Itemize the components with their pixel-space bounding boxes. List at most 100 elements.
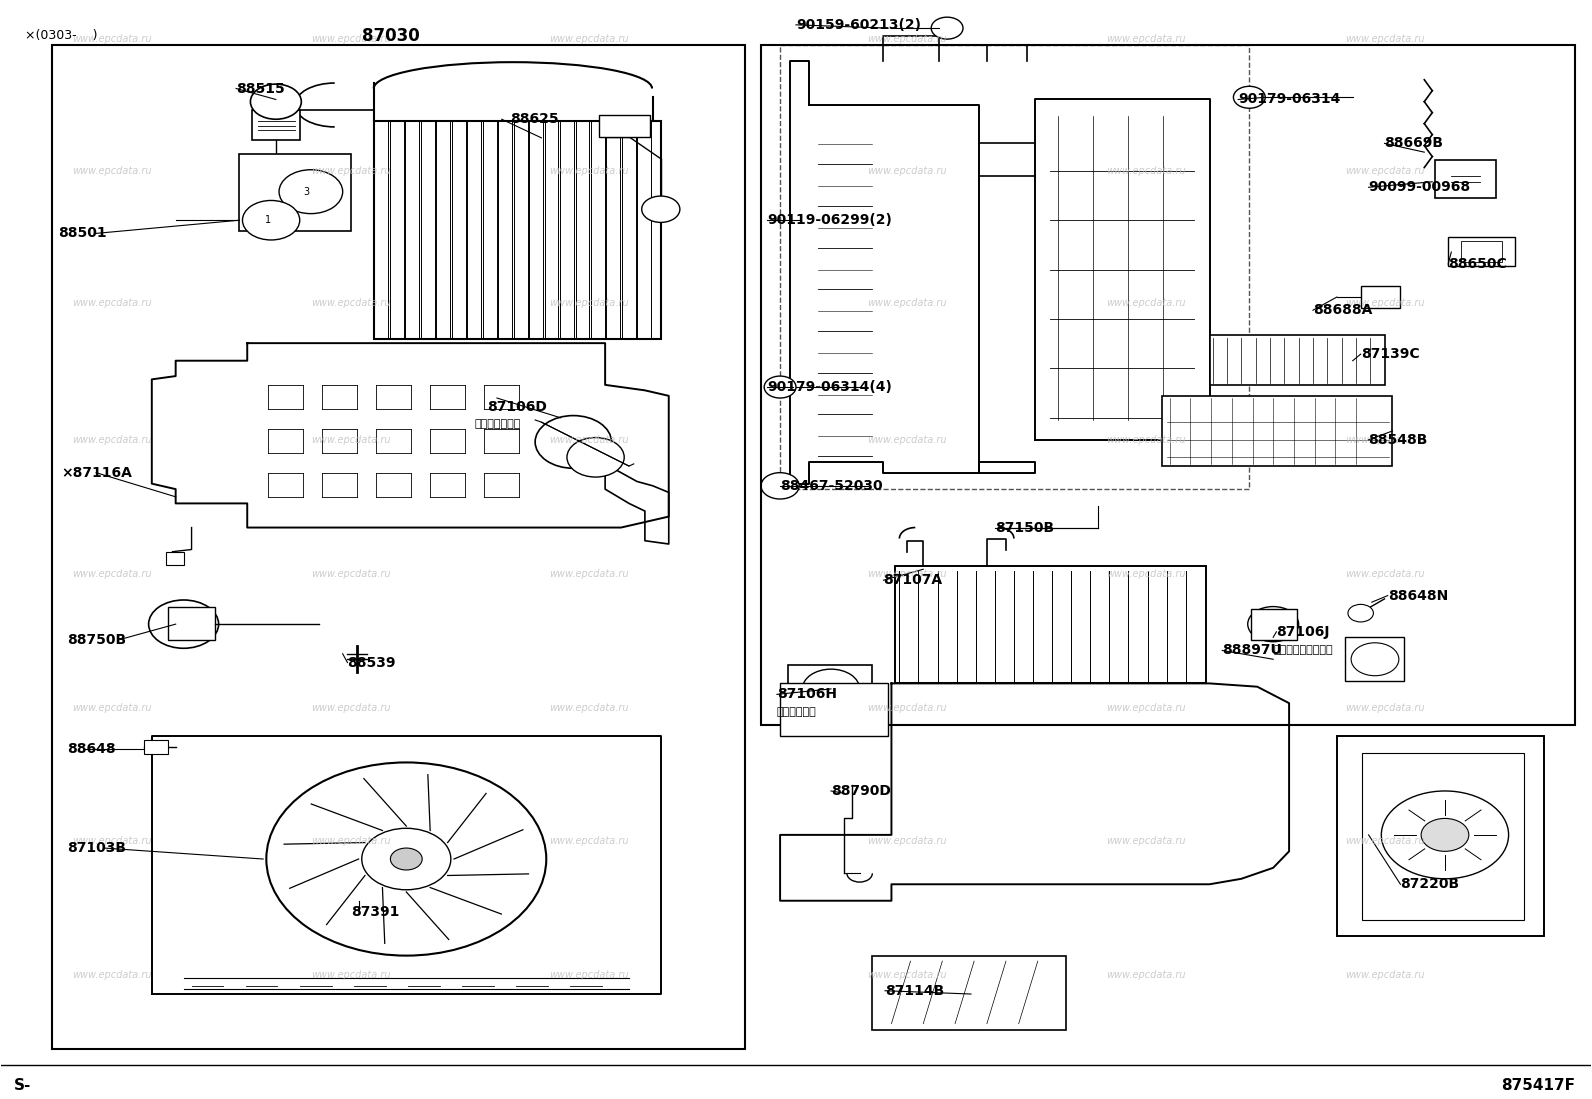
Text: 88515: 88515 [236,81,285,96]
Text: www.epcdata.ru: www.epcdata.ru [1106,34,1186,44]
Bar [1436,159,1496,198]
Text: www.epcdata.ru: www.epcdata.ru [72,435,151,445]
Text: 87106J: 87106J [1277,625,1329,639]
Text: 88467-52030: 88467-52030 [780,479,882,492]
Text: 87103B: 87103B [67,841,126,855]
Text: 87139C: 87139C [1361,347,1420,362]
Circle shape [535,415,611,468]
Text: www.epcdata.ru: www.epcdata.ru [868,568,947,579]
Text: www.epcdata.ru: www.epcdata.ru [1106,836,1186,846]
Circle shape [279,169,342,213]
Bar [780,684,888,736]
Text: 88688A: 88688A [1313,303,1372,318]
Text: 87107A: 87107A [884,574,942,587]
Text: www.epcdata.ru: www.epcdata.ru [1345,166,1425,176]
Text: www.epcdata.ru: www.epcdata.ru [868,836,947,846]
Text: ×87116A: ×87116A [60,466,132,479]
Bar [622,121,635,338]
Bar [482,121,497,338]
Circle shape [1248,607,1299,642]
Bar [1210,335,1385,385]
Text: 88625: 88625 [509,112,559,126]
Text: 87150B: 87150B [995,521,1054,534]
Text: 88750B: 88750B [67,633,127,646]
Text: www.epcdata.ru: www.epcdata.ru [549,970,629,980]
Text: 88897U: 88897U [1223,644,1282,657]
Circle shape [148,600,218,648]
Bar [761,45,1576,725]
Text: www.epcdata.ru: www.epcdata.ru [1345,702,1425,712]
Text: www.epcdata.ru: www.epcdata.ru [72,298,151,308]
Circle shape [1422,819,1469,852]
Text: www.epcdata.ru: www.epcdata.ru [72,970,151,980]
Text: 87391: 87391 [350,904,400,919]
Bar [498,121,513,338]
Text: 875417F: 875417F [1501,1078,1576,1092]
Bar [514,121,527,338]
Bar [143,741,167,754]
Bar [591,121,605,338]
Bar [895,566,1207,684]
Text: （吹き出し口切替）: （吹き出し口切替） [1274,645,1333,655]
Text: www.epcdata.ru: www.epcdata.ru [549,702,629,712]
Bar [1449,236,1516,266]
Text: www.epcdata.ru: www.epcdata.ru [310,298,390,308]
Text: 88790D: 88790D [831,784,892,798]
Text: 87106H: 87106H [777,687,837,701]
Text: 90119-06299(2): 90119-06299(2) [767,213,892,227]
Bar [529,121,543,338]
Bar [1363,753,1525,921]
Bar [1361,286,1401,308]
Text: www.epcdata.ru: www.epcdata.ru [868,970,947,980]
Text: www.epcdata.ru: www.epcdata.ru [549,34,629,44]
Circle shape [802,669,860,709]
Bar [1345,637,1404,681]
Text: www.epcdata.ru: www.epcdata.ru [1106,702,1186,712]
Text: www.epcdata.ru: www.epcdata.ru [868,298,947,308]
Bar [576,121,589,338]
Text: www.epcdata.ru: www.epcdata.ru [1106,166,1186,176]
Text: 90179-06314: 90179-06314 [1239,92,1340,107]
Text: www.epcdata.ru: www.epcdata.ru [1345,34,1425,44]
Text: （内外気切替）: （内外気切替） [474,420,521,430]
Text: www.epcdata.ru: www.epcdata.ru [868,34,947,44]
Circle shape [1382,791,1509,879]
Text: www.epcdata.ru: www.epcdata.ru [1345,298,1425,308]
Bar [1251,609,1297,640]
Text: 88539: 88539 [347,656,396,669]
Text: 90179-06314(4): 90179-06314(4) [767,380,892,395]
Text: ×(0303-    ): ×(0303- ) [24,30,97,43]
Text: 90159-60213(2): 90159-60213(2) [796,18,922,32]
Bar [167,607,215,640]
Text: www.epcdata.ru: www.epcdata.ru [868,702,947,712]
Text: www.epcdata.ru: www.epcdata.ru [310,435,390,445]
Text: 88648: 88648 [67,742,116,756]
Circle shape [764,376,796,398]
Text: www.epcdata.ru: www.epcdata.ru [1106,970,1186,980]
Text: 88669B: 88669B [1385,136,1444,151]
Text: 87106D: 87106D [487,400,548,414]
Circle shape [931,18,963,40]
Circle shape [642,196,680,222]
Bar [374,121,661,338]
Text: www.epcdata.ru: www.epcdata.ru [1345,836,1425,846]
Text: www.epcdata.ru: www.epcdata.ru [72,836,151,846]
Text: 87030: 87030 [361,26,419,45]
Text: www.epcdata.ru: www.epcdata.ru [310,568,390,579]
Bar [252,111,299,140]
Text: www.epcdata.ru: www.epcdata.ru [549,836,629,846]
Bar [599,115,650,136]
Bar [544,121,559,338]
Text: www.epcdata.ru: www.epcdata.ru [1106,568,1186,579]
Bar [166,552,183,565]
Text: www.epcdata.ru: www.epcdata.ru [549,435,629,445]
Bar [607,121,621,338]
Text: www.epcdata.ru: www.epcdata.ru [1345,435,1425,445]
Text: 87220B: 87220B [1401,877,1460,891]
Bar [452,121,466,338]
Text: www.epcdata.ru: www.epcdata.ru [868,166,947,176]
Text: 90099-00968: 90099-00968 [1369,180,1471,195]
Bar [1461,241,1503,262]
Text: www.epcdata.ru: www.epcdata.ru [549,166,629,176]
Bar [1337,736,1544,936]
